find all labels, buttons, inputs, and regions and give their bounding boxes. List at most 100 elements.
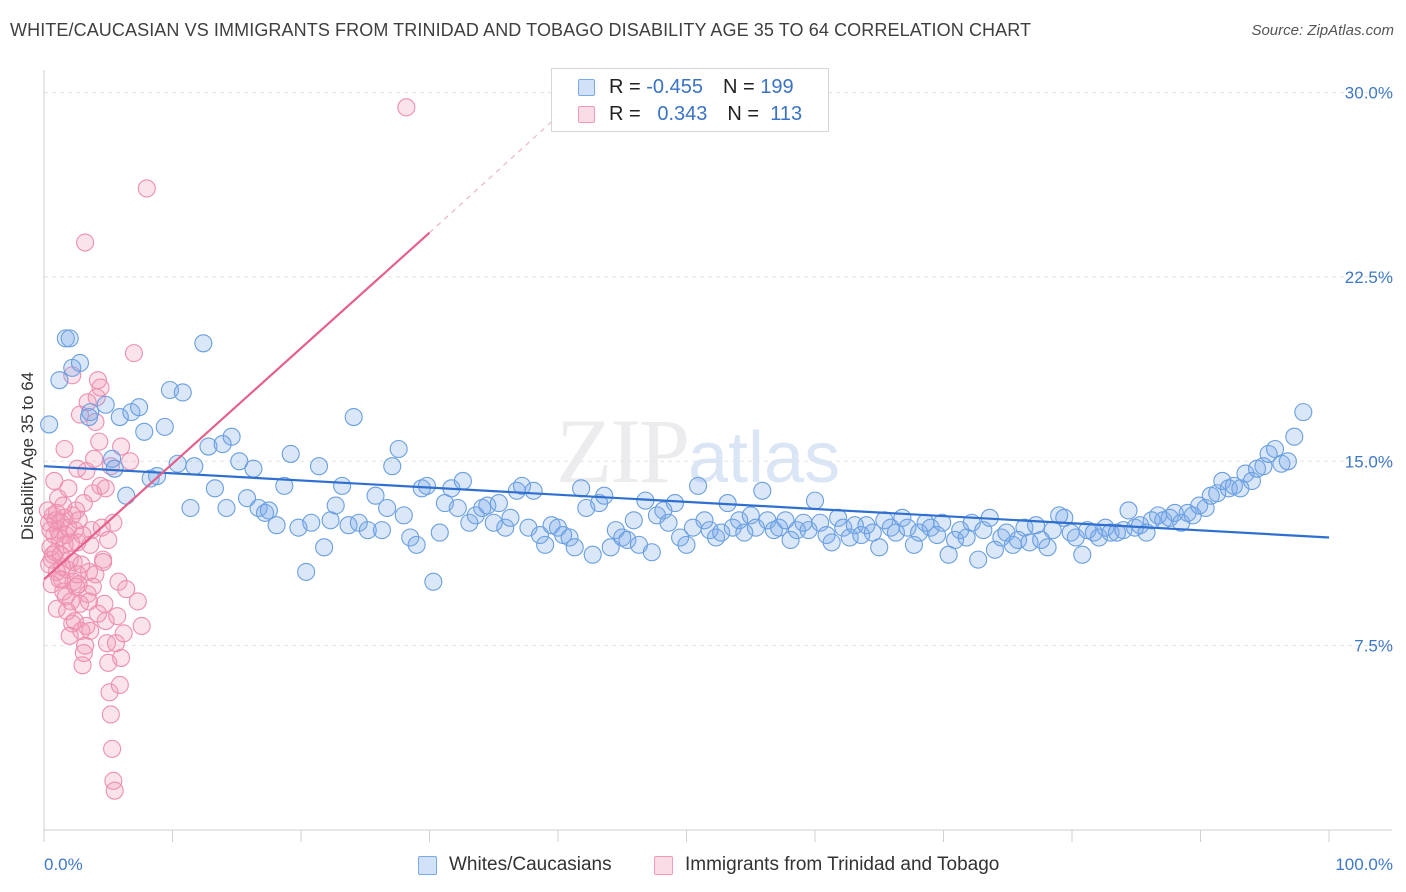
data-point (69, 511, 88, 530)
swatch-pink (578, 105, 595, 123)
data-point (40, 415, 59, 434)
series-immigrants-trinidad-tobago (38, 98, 416, 800)
data-point (114, 624, 133, 643)
data-point (281, 444, 300, 463)
data-point (583, 545, 602, 564)
data-point (81, 621, 100, 640)
data-point (601, 538, 620, 557)
data-point (606, 521, 625, 540)
data-point (103, 739, 122, 758)
data-point (712, 523, 731, 542)
data-point (642, 543, 661, 562)
data-point (389, 439, 408, 459)
data-point (91, 476, 110, 495)
data-point (397, 98, 416, 117)
data-point (45, 471, 64, 491)
data-point (344, 407, 363, 427)
legend-swatch-blue (418, 855, 437, 875)
data-point (530, 525, 550, 545)
data-point (1020, 533, 1039, 552)
data-point (96, 479, 115, 498)
legend-item-whites: Whites/Caucasians (418, 852, 612, 878)
n-value-immigrants: 113 (770, 102, 803, 125)
data-point (478, 496, 497, 515)
data-point (205, 479, 224, 498)
data-point (781, 530, 800, 549)
data-point (46, 511, 65, 530)
data-point (430, 523, 449, 542)
data-point (496, 518, 515, 537)
data-point (366, 486, 385, 505)
data-point (933, 513, 952, 532)
data-point (56, 329, 75, 348)
data-point (130, 398, 149, 417)
data-point (124, 344, 143, 363)
data-point (723, 518, 742, 537)
data-point (96, 612, 115, 631)
data-point (407, 535, 426, 554)
data-point (259, 501, 278, 520)
data-point (1096, 518, 1115, 537)
data-point (213, 435, 232, 454)
source-credit: Source: ZipAtlas.com (1251, 22, 1394, 39)
data-point (898, 518, 917, 537)
data-point (378, 498, 397, 518)
watermark-atlas: atlas (688, 418, 841, 498)
data-point (349, 513, 368, 532)
data-point (677, 535, 696, 554)
data-point (309, 457, 329, 476)
chart-title: WHITE/CAUCASIAN VS IMMIGRANTS FROM TRINI… (10, 20, 1032, 40)
data-point (383, 457, 402, 476)
data-point (769, 518, 789, 537)
data-point (112, 648, 131, 667)
data-point (764, 521, 783, 540)
axes (43, 70, 1392, 842)
data-point (155, 417, 174, 436)
data-point (40, 555, 59, 574)
data-point (460, 513, 479, 532)
data-point (137, 179, 156, 198)
data-point (91, 378, 110, 397)
watermark-zip: ZIP (556, 400, 690, 502)
data-point (105, 459, 124, 478)
data-point (453, 471, 472, 491)
data-point (417, 476, 436, 495)
data-point (79, 592, 99, 611)
data-point (735, 523, 754, 542)
legend-swatch-pink (654, 855, 673, 875)
data-point (50, 570, 69, 589)
data-point (659, 513, 678, 532)
data-point (512, 476, 532, 495)
data-point (217, 498, 236, 518)
data-point (753, 481, 772, 500)
y-tick-label: 22.5% (1345, 268, 1393, 287)
data-point (185, 457, 204, 476)
data-point (1131, 516, 1150, 535)
data-point (489, 494, 508, 513)
trend-line-whites (43, 465, 1330, 539)
data-point (946, 530, 965, 549)
data-point (43, 545, 63, 564)
data-point (70, 353, 90, 373)
y-tick-label: 7.5% (1354, 637, 1393, 656)
series-whites-caucasians (40, 329, 1313, 591)
data-point (50, 371, 69, 390)
data-point (109, 572, 128, 591)
data-point (857, 516, 876, 535)
data-point (60, 329, 79, 348)
data-point (805, 491, 825, 510)
r-label: R = (609, 102, 641, 125)
data-point (1089, 528, 1109, 547)
data-point (117, 486, 136, 505)
data-point (834, 518, 853, 537)
data-point (55, 439, 74, 459)
n-label: N = (722, 75, 755, 98)
data-point (466, 506, 485, 525)
r-value-whites: -0.455 (646, 75, 703, 98)
data-point (54, 496, 73, 515)
data-point (595, 486, 614, 505)
data-point (59, 479, 78, 498)
data-point (104, 771, 123, 790)
data-point (315, 538, 334, 557)
stats-legend: R = -0.455 N = 199 R = 0.343 N = 113 (551, 68, 829, 132)
